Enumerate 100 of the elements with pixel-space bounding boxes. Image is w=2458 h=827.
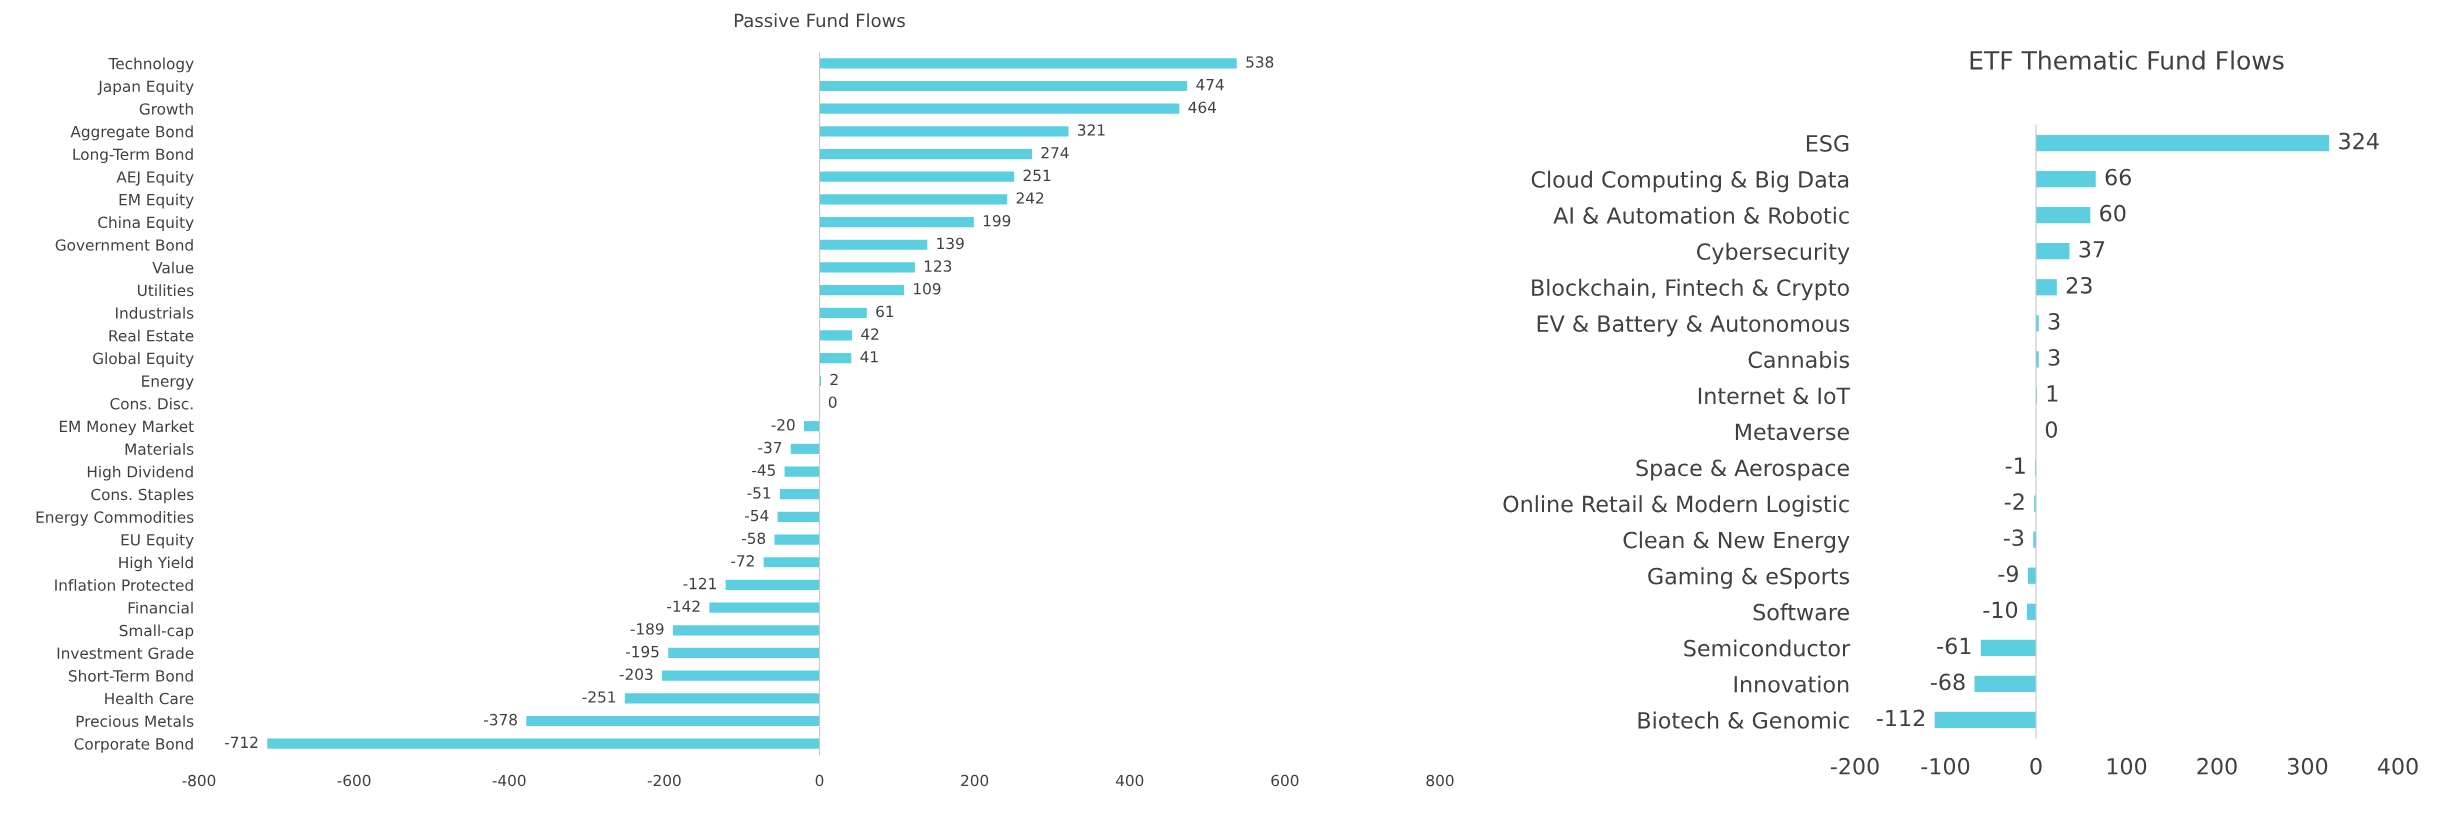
y-tick-label: Clean & New Energy xyxy=(1623,531,1850,553)
data-label: -45 xyxy=(752,464,775,476)
data-label: 242 xyxy=(1016,192,1044,204)
data-label: -58 xyxy=(741,532,766,544)
y-tick-label: Industrials xyxy=(116,306,194,319)
data-label: 0 xyxy=(828,396,837,408)
y-tick-label: EV & Battery & Autonomous xyxy=(1537,315,1850,337)
data-label: -54 xyxy=(745,509,769,522)
y-tick-label: Space & Aerospace xyxy=(1636,459,1849,481)
data-label: 41 xyxy=(860,351,878,363)
data-label: 199 xyxy=(983,214,1011,227)
data-label: 1 xyxy=(2047,385,2058,402)
x-tick-label: -200 xyxy=(1830,757,1879,775)
y-tick-label: EM Equity xyxy=(119,193,194,209)
data-label: 251 xyxy=(1023,169,1051,182)
y-tick-label: Cannabis xyxy=(1748,350,1850,369)
data-label: 139 xyxy=(937,237,964,250)
y-tick-label: Corporate Bond xyxy=(74,737,193,753)
data-label: -189 xyxy=(630,623,664,635)
data-label: -1 xyxy=(2005,457,2025,474)
y-tick-label: Health Care xyxy=(105,692,194,705)
data-label: 61 xyxy=(876,305,894,318)
chart-title: Passive Fund Flows xyxy=(734,13,905,28)
data-label: 23 xyxy=(2066,276,2092,294)
y-tick-label: Innovation xyxy=(1734,675,1849,693)
data-label: -9 xyxy=(1998,565,2018,583)
x-tick-label: -600 xyxy=(337,774,371,787)
y-tick-label: Internet & IoT xyxy=(1698,387,1851,405)
data-label: 0 xyxy=(2045,421,2057,438)
data-label: 109 xyxy=(914,282,941,295)
x-tick-label: -400 xyxy=(492,774,526,787)
data-label: -37 xyxy=(758,441,782,454)
y-tick-label: Online Retail & Modern Logistic xyxy=(1503,495,1849,517)
data-label: -203 xyxy=(619,668,653,681)
y-tick-label: Global Equity xyxy=(93,352,194,368)
data-label: 2 xyxy=(830,373,838,386)
data-label: -51 xyxy=(747,487,771,499)
y-tick-label: Government Bond xyxy=(55,238,193,251)
data-label: -2 xyxy=(2004,493,2024,510)
data-label: 474 xyxy=(1196,79,1224,91)
data-label: -121 xyxy=(683,577,716,590)
data-label: -251 xyxy=(582,691,616,703)
y-tick-label: Value xyxy=(152,261,194,274)
y-tick-label: Precious Metals xyxy=(76,715,194,728)
x-tick-label: -800 xyxy=(182,774,216,787)
data-label: 3 xyxy=(2048,312,2060,330)
y-tick-label: Growth xyxy=(139,102,193,115)
y-tick-label: Utilities xyxy=(137,284,194,297)
data-label: 274 xyxy=(1041,146,1069,159)
data-label: 42 xyxy=(861,328,879,340)
data-label: 324 xyxy=(2339,132,2379,150)
data-label: -142 xyxy=(667,600,700,612)
data-label: 538 xyxy=(1246,56,1274,68)
data-label: 37 xyxy=(2079,240,2105,258)
data-label: 66 xyxy=(2105,168,2131,186)
y-tick-label: AEJ Equity xyxy=(116,170,194,186)
y-tick-label: Biotech & Genomic xyxy=(1638,711,1849,729)
y-tick-label: High Yield xyxy=(119,556,193,572)
x-tick-label: 200 xyxy=(2197,757,2237,775)
y-tick-label: High Dividend xyxy=(87,465,193,481)
y-tick-label: Blockchain, Fintech & Crypto xyxy=(1532,278,1849,301)
y-tick-label: Gaming & eSports xyxy=(1648,567,1850,589)
y-tick-label: Software xyxy=(1753,603,1849,621)
y-tick-label: EM Money Market xyxy=(59,420,194,436)
x-tick-label: 200 xyxy=(961,774,989,787)
y-tick-label: Materials xyxy=(125,443,194,455)
y-tick-label: Cons. Staples xyxy=(91,488,194,504)
x-tick-label: 0 xyxy=(815,774,824,787)
x-tick-label: 0 xyxy=(2030,757,2042,775)
data-label: 60 xyxy=(2100,204,2126,222)
x-tick-label: 800 xyxy=(1426,774,1454,787)
y-tick-label: ESG xyxy=(1806,134,1849,152)
x-tick-label: -100 xyxy=(1921,757,1970,775)
data-label: -10 xyxy=(1983,601,2018,619)
data-label: -712 xyxy=(225,736,258,748)
y-tick-label: Real Estate xyxy=(109,329,194,342)
x-tick-label: 600 xyxy=(1271,774,1299,787)
y-tick-label: Inflation Protected xyxy=(55,579,193,591)
x-tick-label: 300 xyxy=(2287,757,2328,775)
chart-title: ETF Thematic Fund Flows xyxy=(1970,50,2284,70)
data-label: -61 xyxy=(1937,637,1971,655)
data-label: 464 xyxy=(1188,101,1217,114)
data-label: -3 xyxy=(2003,529,2024,547)
y-tick-label: Small-cap xyxy=(119,624,194,640)
data-label: -20 xyxy=(771,419,795,431)
y-tick-label: Cybersecurity xyxy=(1697,242,1850,265)
y-tick-label: Technology xyxy=(108,57,194,73)
data-label: -72 xyxy=(731,555,754,567)
y-tick-label: Financial xyxy=(128,601,193,614)
data-label: -112 xyxy=(1876,709,1925,727)
y-tick-label: Investment Grade xyxy=(57,647,194,659)
y-tick-label: Long-Term Bond xyxy=(73,148,193,164)
data-label: 3 xyxy=(2048,349,2060,366)
data-label: 123 xyxy=(924,260,952,272)
y-tick-label: EU Equity xyxy=(121,533,194,549)
y-tick-label: China Equity xyxy=(98,216,194,232)
x-tick-label: 100 xyxy=(2107,757,2147,775)
data-label: -68 xyxy=(1930,673,1965,691)
x-tick-label: 400 xyxy=(1115,774,1144,787)
y-tick-label: Japan Equity xyxy=(97,80,194,95)
